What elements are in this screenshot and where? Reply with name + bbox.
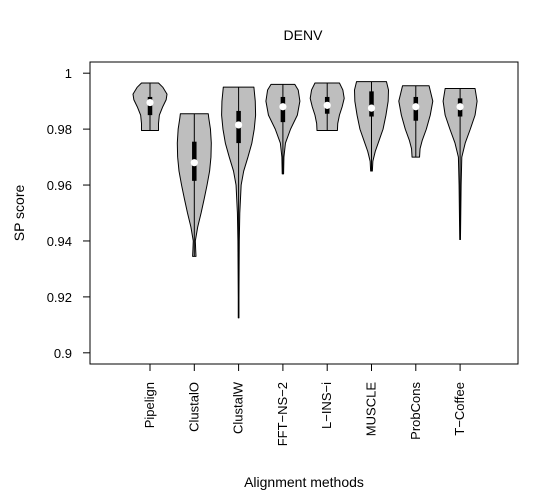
y-tick-label: 0.9 <box>54 346 72 361</box>
x-axis: Pipelign ClustalO ClustalW FFT−NS−2 L−INS−i M… <box>142 363 467 446</box>
violin-median-point <box>456 103 464 111</box>
x-tick-label: Pipelign <box>142 382 157 428</box>
y-axis: 0.9 0.92 0.94 0.96 0.98 1 <box>47 66 91 361</box>
violin-median-point <box>235 121 243 129</box>
y-axis-title: SP score <box>11 185 27 242</box>
y-tick-label: 0.96 <box>47 178 72 193</box>
x-tick-label: T−Coffee <box>452 382 467 436</box>
x-tick-label: ProbCons <box>408 382 423 440</box>
y-tick-label: 1 <box>65 66 72 81</box>
y-tick-label: 0.98 <box>47 122 72 137</box>
y-tick-label: 0.94 <box>47 234 72 249</box>
violins <box>132 81 478 319</box>
x-axis-title: Alignment methods <box>244 474 364 490</box>
x-tick-label: MUSCLE <box>364 382 379 437</box>
y-tick-label: 0.92 <box>47 290 72 305</box>
violin-median-point <box>367 104 376 112</box>
x-tick-label: ClustalW <box>231 381 246 434</box>
violin-median-point <box>190 159 198 167</box>
violin-median-point <box>146 98 154 107</box>
x-tick-label: L−INS−i <box>319 382 334 429</box>
x-tick-label: ClustalO <box>186 382 201 432</box>
x-tick-label: FFT−NS−2 <box>275 382 290 446</box>
chart-title: DENV <box>284 27 324 43</box>
violin-median-point <box>323 101 331 109</box>
violin-median-point <box>412 103 420 111</box>
violin-median-point <box>279 103 287 111</box>
